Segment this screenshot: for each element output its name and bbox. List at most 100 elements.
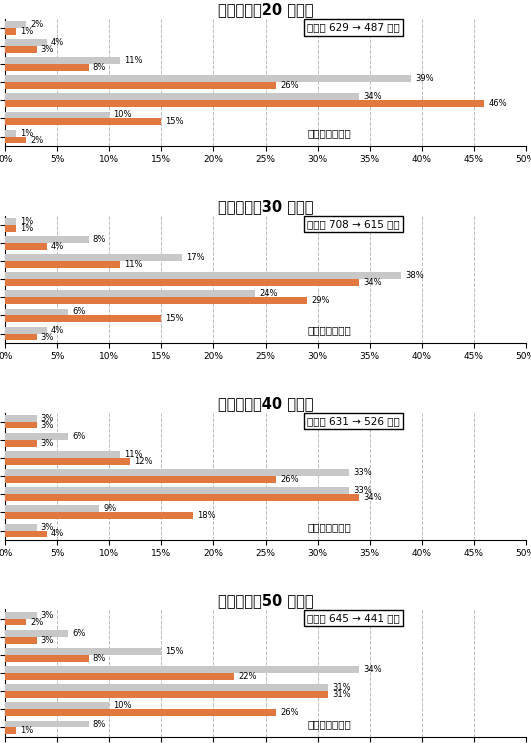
Text: 3%: 3% xyxy=(41,420,54,429)
Bar xyxy=(5,524,37,530)
Bar xyxy=(5,112,109,118)
Bar xyxy=(5,513,193,519)
Text: 24%: 24% xyxy=(259,289,278,298)
Bar xyxy=(5,46,37,53)
Bar xyxy=(5,298,307,304)
Bar xyxy=(5,440,37,446)
Text: 22%: 22% xyxy=(238,672,257,681)
Text: 年代内人数割合: 年代内人数割合 xyxy=(307,128,351,138)
Bar xyxy=(5,309,68,315)
Bar xyxy=(5,118,161,125)
Text: 8%: 8% xyxy=(93,235,106,244)
Text: 10%: 10% xyxy=(114,702,132,711)
Text: 6%: 6% xyxy=(72,629,85,638)
Text: 8%: 8% xyxy=(93,63,106,72)
Text: 38%: 38% xyxy=(405,271,424,280)
Text: 1%: 1% xyxy=(20,726,33,735)
Text: 2%: 2% xyxy=(30,20,44,29)
Text: 34%: 34% xyxy=(363,278,382,287)
Text: 3%: 3% xyxy=(41,333,54,341)
Text: 39%: 39% xyxy=(415,74,434,83)
Text: 4%: 4% xyxy=(51,242,64,251)
Title: 一般女子（50 歳代）: 一般女子（50 歳代） xyxy=(218,593,313,609)
Title: 一般女子（40 歳代）: 一般女子（40 歳代） xyxy=(218,397,313,411)
Bar xyxy=(5,261,120,268)
Text: 17%: 17% xyxy=(186,253,205,262)
Bar xyxy=(5,272,401,279)
Bar xyxy=(5,290,255,298)
Text: 1%: 1% xyxy=(20,27,33,36)
Bar xyxy=(5,684,328,691)
Text: 15%: 15% xyxy=(166,315,184,324)
Bar xyxy=(5,666,359,673)
Bar xyxy=(5,64,89,71)
Text: 1%: 1% xyxy=(20,129,33,138)
Text: 11%: 11% xyxy=(124,450,142,459)
Text: 中位数 708 → 615 千円: 中位数 708 → 615 千円 xyxy=(307,219,400,229)
Text: 3%: 3% xyxy=(41,45,54,54)
Text: 1%: 1% xyxy=(20,224,33,233)
Text: 31%: 31% xyxy=(332,690,351,699)
Text: 26%: 26% xyxy=(280,708,299,717)
Bar xyxy=(5,333,37,341)
Text: 4%: 4% xyxy=(51,38,64,47)
Bar xyxy=(5,82,276,89)
Bar xyxy=(5,691,328,698)
Bar xyxy=(5,637,37,644)
Text: 26%: 26% xyxy=(280,81,299,90)
Text: 29%: 29% xyxy=(311,296,330,305)
Text: 2%: 2% xyxy=(30,135,44,144)
Bar xyxy=(5,728,16,734)
Text: 3%: 3% xyxy=(41,439,54,448)
Bar xyxy=(5,469,349,476)
Bar xyxy=(5,57,120,64)
Text: 10%: 10% xyxy=(114,111,132,120)
Text: 33%: 33% xyxy=(353,468,372,477)
Text: 6%: 6% xyxy=(72,307,85,316)
Text: 中位数 629 → 487 千円: 中位数 629 → 487 千円 xyxy=(307,22,400,33)
Bar xyxy=(5,433,68,440)
Text: 15%: 15% xyxy=(166,647,184,656)
Bar xyxy=(5,630,68,637)
Bar xyxy=(5,702,109,709)
Text: 年代内人数割合: 年代内人数割合 xyxy=(307,719,351,729)
Text: 4%: 4% xyxy=(51,530,64,539)
Bar xyxy=(5,94,359,100)
Bar xyxy=(5,254,182,261)
Text: 34%: 34% xyxy=(363,493,382,502)
Bar xyxy=(5,75,411,82)
Text: 年代内人数割合: 年代内人数割合 xyxy=(307,325,351,335)
Bar xyxy=(5,422,37,429)
Text: 11%: 11% xyxy=(124,56,142,65)
Text: 2%: 2% xyxy=(30,618,44,626)
Title: 一般女子（20 歳代）: 一般女子（20 歳代） xyxy=(218,2,313,17)
Text: 11%: 11% xyxy=(124,260,142,269)
Text: 12%: 12% xyxy=(134,457,153,466)
Bar xyxy=(5,648,161,655)
Text: 9%: 9% xyxy=(103,504,116,513)
Bar xyxy=(5,21,26,28)
Bar xyxy=(5,612,37,618)
Text: 年代内人数割合: 年代内人数割合 xyxy=(307,522,351,532)
Text: 33%: 33% xyxy=(353,487,372,496)
Text: 1%: 1% xyxy=(20,217,33,225)
Bar xyxy=(5,243,47,250)
Text: 3%: 3% xyxy=(41,635,54,644)
Bar xyxy=(5,279,359,286)
Bar xyxy=(5,327,47,333)
Text: 4%: 4% xyxy=(51,326,64,335)
Text: 8%: 8% xyxy=(93,719,106,728)
Text: 26%: 26% xyxy=(280,475,299,484)
Text: 3%: 3% xyxy=(41,522,54,531)
Bar xyxy=(5,225,16,231)
Bar xyxy=(5,39,47,46)
Text: 34%: 34% xyxy=(363,92,382,101)
Bar xyxy=(5,494,359,501)
Bar xyxy=(5,655,89,661)
Text: 15%: 15% xyxy=(166,118,184,126)
Bar xyxy=(5,137,26,144)
Text: 3%: 3% xyxy=(41,611,54,620)
Bar xyxy=(5,476,276,483)
Text: 34%: 34% xyxy=(363,665,382,674)
Bar xyxy=(5,709,276,716)
